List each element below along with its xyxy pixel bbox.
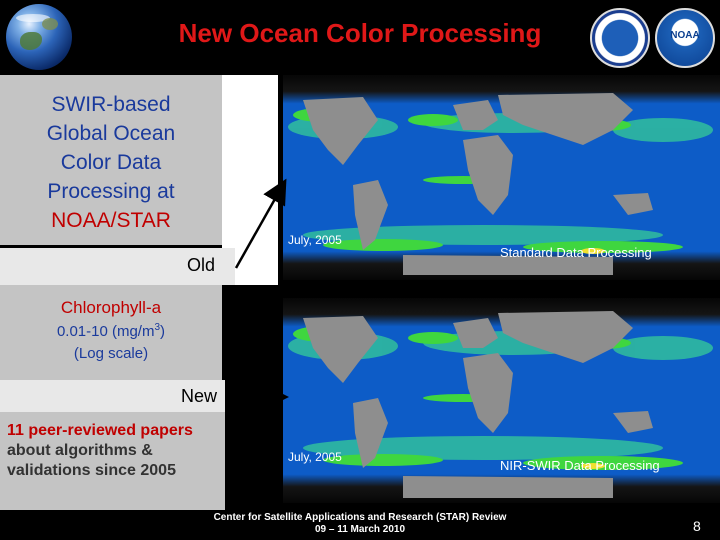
papers-panel bbox=[0, 412, 225, 510]
chlorophyll-map-standard bbox=[283, 75, 720, 280]
description-org: NOAA/STAR bbox=[51, 209, 171, 232]
noaa-logo-text: NOAA bbox=[670, 30, 700, 41]
footer: Center for Satellite Applications and Re… bbox=[180, 512, 540, 536]
arrow-old-to-map bbox=[234, 178, 287, 269]
legend-variable: Chlorophyll-a bbox=[60, 298, 162, 317]
old-label-box bbox=[0, 248, 235, 285]
new-label: New bbox=[180, 386, 217, 406]
footer-line1: Center for Satellite Applications and Re… bbox=[213, 512, 507, 523]
chlorophyll-map-nir-swir bbox=[283, 298, 720, 503]
old-label: Old bbox=[186, 255, 215, 275]
description-text: SWIR-based Global Ocean Color Data Proce… bbox=[0, 90, 222, 235]
legend-scale: (Log scale) bbox=[73, 345, 149, 362]
description-heading: SWIR-based Global Ocean Color Data Proce… bbox=[46, 93, 176, 203]
slide-title: New Ocean Color Processing bbox=[178, 18, 542, 48]
new-label-box bbox=[0, 380, 225, 412]
description-panel bbox=[0, 75, 222, 245]
footer-line2: 09 – 11 March 2010 bbox=[314, 524, 406, 535]
map-standard-date: July, 2005 bbox=[288, 233, 342, 247]
page-number: 8 bbox=[693, 518, 701, 534]
papers-text: 11 peer-reviewed papers about algorithms… bbox=[7, 422, 193, 479]
earth-globe-image bbox=[6, 4, 72, 70]
map-nir-swir-caption: NIR-SWIR Data Processing bbox=[500, 458, 660, 473]
map-nir-swir-date: July, 2005 bbox=[288, 450, 342, 464]
legend-panel bbox=[0, 285, 222, 380]
map-standard-caption: Standard Data Processing bbox=[500, 245, 652, 260]
noaa-logo: NOAA bbox=[655, 8, 715, 68]
nesdis-logo bbox=[590, 8, 650, 68]
legend-range: 0.01-10 (mg/m3) bbox=[56, 322, 166, 340]
